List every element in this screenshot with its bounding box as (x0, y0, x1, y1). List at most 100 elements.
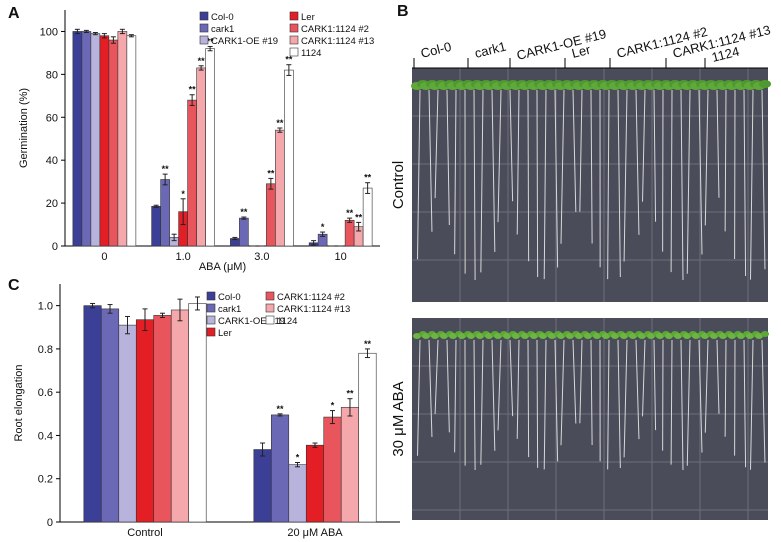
root (623, 339, 628, 458)
root (560, 339, 565, 446)
root (417, 89, 421, 260)
significance-mark: ** (285, 55, 293, 65)
significance-mark: * (181, 189, 185, 199)
legend-swatch (206, 327, 216, 337)
leaf (647, 333, 655, 339)
leaf (548, 333, 556, 339)
root (590, 89, 593, 244)
y-tick-label: 0 (47, 517, 53, 529)
error-bar (180, 198, 186, 226)
bar (108, 39, 119, 247)
error-bar (101, 33, 107, 39)
legend-swatch (265, 291, 275, 301)
root (670, 89, 673, 273)
x-tick-label: 20 μM ABA (287, 527, 343, 539)
root (428, 89, 433, 232)
significance-mark: ** (198, 56, 206, 66)
root (536, 339, 539, 468)
significance-mark: ** (364, 339, 372, 349)
x-tick-label: 10 (335, 251, 347, 263)
error-bar (159, 312, 165, 319)
bar (135, 319, 155, 523)
leaf (521, 333, 529, 339)
error-bar (142, 308, 148, 332)
root (617, 89, 621, 278)
root (579, 339, 583, 424)
leaf (755, 333, 763, 339)
legend-swatch (265, 303, 275, 313)
root (761, 339, 766, 463)
leaf (737, 333, 745, 339)
y-tick-label: 40 (46, 155, 58, 167)
root (635, 89, 640, 235)
root (761, 89, 766, 270)
root (743, 89, 747, 276)
error-bar (347, 217, 353, 223)
error-bar (125, 315, 131, 335)
bar (270, 414, 290, 523)
bar (188, 303, 207, 523)
legend-swatch (289, 35, 299, 45)
legend-swatch (289, 23, 299, 33)
root (686, 339, 691, 466)
legend-swatch (199, 35, 209, 45)
bar (90, 33, 101, 247)
error-bar (198, 65, 204, 71)
bar (358, 352, 377, 523)
error-bar (329, 410, 335, 425)
root (607, 89, 610, 280)
leaf (539, 333, 547, 339)
significance-mark: ** (277, 404, 285, 414)
legend-swatch (289, 11, 299, 21)
leaf (620, 333, 628, 339)
y-tick-label: 1.0 (38, 301, 53, 313)
plate (412, 68, 768, 302)
leaf (584, 333, 592, 339)
leaf (692, 333, 700, 339)
root (554, 339, 559, 462)
root (509, 339, 514, 417)
significance-mark: ** (346, 389, 354, 399)
bar (340, 407, 360, 523)
error-bar (153, 204, 159, 208)
root (480, 339, 484, 465)
x-tick-label: 0 (101, 251, 107, 263)
panel-label: C (8, 277, 20, 294)
root (516, 89, 520, 235)
leaf (665, 333, 673, 339)
bar (100, 308, 120, 523)
error-bar (92, 32, 98, 36)
y-tick-label: 0.4 (38, 430, 53, 442)
error-bar (232, 236, 238, 241)
root (560, 89, 565, 244)
error-bar (171, 233, 177, 242)
significance-mark: ** (267, 168, 275, 178)
bar (187, 99, 197, 247)
row-label: Control (390, 161, 407, 209)
leaf (503, 333, 511, 339)
legend-swatch (206, 303, 216, 313)
error-bar (286, 64, 292, 76)
root (686, 89, 691, 274)
error-bar (365, 182, 371, 194)
legend-label: cark1 (211, 24, 234, 35)
leaf (494, 333, 502, 339)
root (716, 339, 720, 414)
legend-swatch (206, 315, 216, 325)
root (497, 89, 502, 223)
error-bar (260, 442, 266, 457)
root (635, 339, 640, 440)
error-bar (207, 45, 213, 52)
legend-swatch (289, 47, 299, 57)
panel-label: A (8, 5, 20, 22)
legend-label: Ler (218, 328, 232, 339)
significance-mark: ** (240, 207, 248, 217)
significance-mark: * (331, 401, 335, 411)
leaf (728, 333, 736, 339)
root (554, 89, 559, 268)
root (543, 339, 547, 470)
error-bar (277, 413, 283, 417)
root (454, 339, 457, 453)
leaf (413, 333, 421, 339)
y-tick-label: 60 (46, 112, 58, 124)
